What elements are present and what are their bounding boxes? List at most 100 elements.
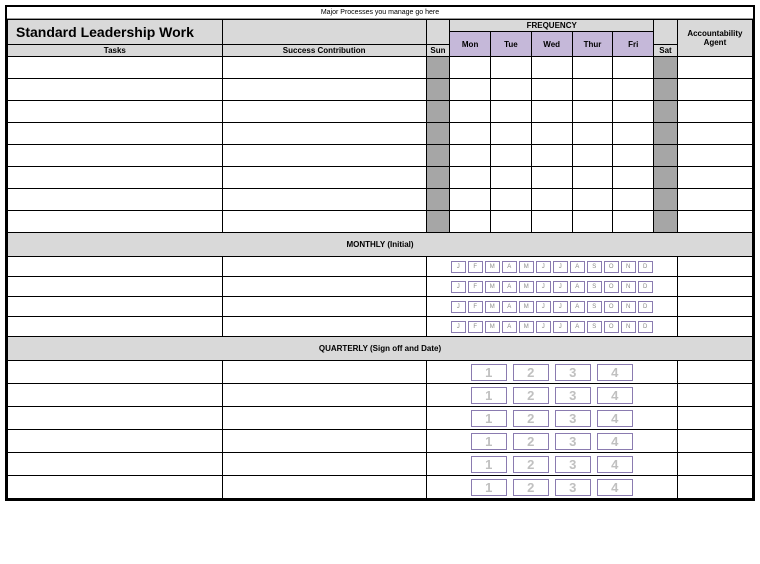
quarter-box[interactable]: 4 [597, 456, 633, 473]
success-cell[interactable] [222, 257, 426, 277]
thur-cell[interactable] [572, 79, 613, 101]
month-box[interactable]: D [638, 321, 653, 333]
wed-cell[interactable] [531, 211, 572, 233]
quarter-box[interactable]: 2 [513, 387, 549, 404]
wed-cell[interactable] [531, 189, 572, 211]
thur-cell[interactable] [572, 145, 613, 167]
task-cell[interactable] [8, 101, 223, 123]
success-cell[interactable] [222, 101, 426, 123]
accountability-cell[interactable] [677, 430, 752, 453]
fri-cell[interactable] [613, 189, 654, 211]
month-box[interactable]: O [604, 321, 619, 333]
accountability-cell[interactable] [677, 57, 752, 79]
quarter-box[interactable]: 1 [471, 410, 507, 427]
tue-cell[interactable] [491, 211, 532, 233]
accountability-cell[interactable] [677, 361, 752, 384]
wed-cell[interactable] [531, 145, 572, 167]
month-box[interactable]: M [519, 261, 534, 273]
tue-cell[interactable] [491, 123, 532, 145]
month-box[interactable]: F [468, 281, 483, 293]
quarter-box[interactable]: 4 [597, 364, 633, 381]
tue-cell[interactable] [491, 189, 532, 211]
quarter-box[interactable]: 3 [555, 456, 591, 473]
wed-cell[interactable] [531, 57, 572, 79]
month-box[interactable]: N [621, 321, 636, 333]
success-cell[interactable] [222, 211, 426, 233]
month-box[interactable]: M [485, 301, 500, 313]
month-box[interactable]: S [587, 281, 602, 293]
quarter-box[interactable]: 2 [513, 479, 549, 496]
accountability-cell[interactable] [677, 211, 752, 233]
fri-cell[interactable] [613, 167, 654, 189]
task-cell[interactable] [8, 211, 223, 233]
quarter-box[interactable]: 2 [513, 456, 549, 473]
accountability-cell[interactable] [677, 476, 752, 499]
accountability-cell[interactable] [677, 297, 752, 317]
wed-cell[interactable] [531, 79, 572, 101]
month-box[interactable]: J [553, 321, 568, 333]
quarter-box[interactable]: 4 [597, 479, 633, 496]
task-cell[interactable] [8, 167, 223, 189]
quarter-box[interactable]: 1 [471, 479, 507, 496]
month-box[interactable]: A [570, 281, 585, 293]
tue-cell[interactable] [491, 145, 532, 167]
success-cell[interactable] [222, 361, 426, 384]
month-box[interactable]: M [485, 261, 500, 273]
task-cell[interactable] [8, 430, 223, 453]
mon-cell[interactable] [450, 123, 491, 145]
success-cell[interactable] [222, 123, 426, 145]
month-box[interactable]: D [638, 281, 653, 293]
fri-cell[interactable] [613, 101, 654, 123]
quarter-box[interactable]: 4 [597, 433, 633, 450]
thur-cell[interactable] [572, 123, 613, 145]
month-box[interactable]: F [468, 301, 483, 313]
accountability-cell[interactable] [677, 277, 752, 297]
tue-cell[interactable] [491, 167, 532, 189]
month-box[interactable]: J [451, 281, 466, 293]
thur-cell[interactable] [572, 167, 613, 189]
month-box[interactable]: J [553, 301, 568, 313]
month-box[interactable]: D [638, 301, 653, 313]
quarter-box[interactable]: 3 [555, 479, 591, 496]
success-cell[interactable] [222, 145, 426, 167]
mon-cell[interactable] [450, 57, 491, 79]
month-box[interactable]: S [587, 321, 602, 333]
task-cell[interactable] [8, 277, 223, 297]
tue-cell[interactable] [491, 79, 532, 101]
task-cell[interactable] [8, 145, 223, 167]
quarter-box[interactable]: 1 [471, 433, 507, 450]
success-cell[interactable] [222, 189, 426, 211]
thur-cell[interactable] [572, 57, 613, 79]
wed-cell[interactable] [531, 101, 572, 123]
month-box[interactable]: J [536, 321, 551, 333]
success-cell[interactable] [222, 317, 426, 337]
success-cell[interactable] [222, 453, 426, 476]
month-box[interactable]: J [451, 321, 466, 333]
quarter-box[interactable]: 4 [597, 410, 633, 427]
success-cell[interactable] [222, 277, 426, 297]
month-box[interactable]: A [570, 301, 585, 313]
quarter-box[interactable]: 3 [555, 410, 591, 427]
task-cell[interactable] [8, 407, 223, 430]
month-box[interactable]: A [570, 321, 585, 333]
month-box[interactable]: J [536, 301, 551, 313]
quarter-box[interactable]: 4 [597, 387, 633, 404]
month-box[interactable]: A [502, 281, 517, 293]
success-cell[interactable] [222, 167, 426, 189]
month-box[interactable]: J [536, 281, 551, 293]
accountability-cell[interactable] [677, 167, 752, 189]
quarter-box[interactable]: 1 [471, 456, 507, 473]
month-box[interactable]: J [553, 281, 568, 293]
task-cell[interactable] [8, 189, 223, 211]
success-cell[interactable] [222, 57, 426, 79]
quarter-box[interactable]: 3 [555, 433, 591, 450]
month-box[interactable]: N [621, 301, 636, 313]
month-box[interactable]: M [485, 281, 500, 293]
accountability-cell[interactable] [677, 101, 752, 123]
task-cell[interactable] [8, 79, 223, 101]
fri-cell[interactable] [613, 57, 654, 79]
mon-cell[interactable] [450, 211, 491, 233]
quarter-box[interactable]: 1 [471, 387, 507, 404]
month-box[interactable]: A [570, 261, 585, 273]
accountability-cell[interactable] [677, 384, 752, 407]
